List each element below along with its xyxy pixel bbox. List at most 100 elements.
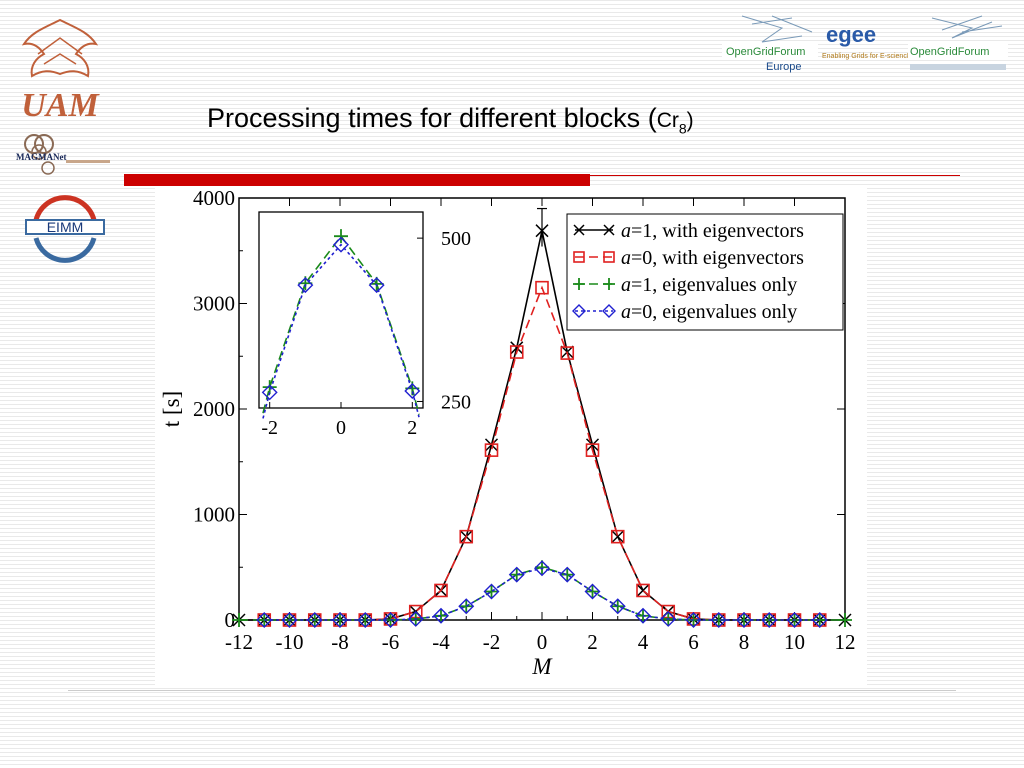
data-point-plus (603, 278, 615, 290)
y-tick-label: 0 (225, 608, 236, 632)
legend-entry-text: =0, eigenvalues only (631, 301, 797, 323)
data-point-diamond (584, 583, 601, 600)
data-point-diamond (332, 612, 348, 628)
legend-entry-variable: a (621, 247, 631, 269)
data-point-square (484, 443, 499, 457)
data-point-plus (484, 584, 499, 599)
data-point-plus (262, 380, 277, 395)
inset-series-diamond (261, 236, 421, 419)
eimm-logo-icon: EIMM (25, 195, 105, 263)
data-point-diamond (602, 304, 616, 318)
footer-divider (68, 690, 956, 691)
data-point-plus (573, 278, 585, 290)
data-point-diamond (508, 566, 525, 583)
legend-entry: a=1, with eigenvectors (621, 220, 804, 242)
data-point-diamond (433, 607, 449, 624)
legend-entry-variable: a (621, 274, 631, 296)
y-tick-label: 1000 (193, 503, 235, 527)
x-tick-label: -4 (432, 630, 450, 654)
data-point-plus (838, 613, 852, 627)
data-point-square (434, 583, 448, 598)
title-accent-line (590, 175, 960, 176)
x-tick-label: -12 (225, 630, 253, 654)
data-point-plus (232, 613, 246, 627)
ogf-right-text: OpenGridForum (910, 46, 989, 58)
magmanet-logo-icon: MAGMANet (16, 134, 110, 175)
data-point-square (585, 443, 600, 457)
data-point-diamond (407, 610, 424, 627)
x-tick-label: 2 (587, 630, 598, 654)
data-point-diamond (736, 612, 752, 628)
slide-title-chem: Cr (656, 109, 679, 132)
data-point-square (603, 251, 615, 263)
inset-plot: -2 0 2 250 500 (257, 210, 471, 439)
x-axis-label: M (531, 654, 553, 679)
data-point-diamond (357, 612, 374, 628)
data-point-diamond (786, 612, 803, 628)
uam-logo-icon: UAM (21, 18, 100, 124)
data-point-square (560, 346, 575, 360)
egee-sub-text: Enabling Grids for E-sciencE (822, 53, 912, 60)
inset-series-line (262, 243, 420, 419)
y-tick-label: 2000 (193, 397, 235, 421)
x-tick-label: 4 (638, 630, 649, 654)
egee-text: egee (826, 22, 876, 47)
x-tick-label: 10 (784, 630, 805, 654)
legend-entry-variable: a (621, 301, 631, 323)
legend-entry: a=0, with eigenvectors (621, 247, 804, 269)
legend-entry: a=1, eigenvalues only (621, 274, 797, 296)
data-point-diamond (710, 612, 727, 628)
legend-entry-text: =1, with eigenvectors (631, 220, 804, 242)
data-point-square (535, 280, 549, 295)
legend-entry-text: =0, with eigenvectors (631, 247, 804, 269)
data-point-plus (560, 567, 575, 582)
data-point-diamond (483, 583, 500, 600)
y-tick-label: 4000 (193, 186, 235, 210)
data-point-diamond (297, 277, 314, 294)
y-tick-label: 3000 (193, 292, 235, 316)
x-tick-label: 0 (537, 630, 548, 654)
data-point-diamond (559, 566, 576, 583)
data-point-cross (603, 224, 615, 236)
data-point-diamond (609, 598, 626, 615)
data-point-diamond (534, 560, 550, 577)
processing-times-chart: -12 -10 -8 -6 -4 -2 0 2 4 6 8 10 12 0 1000 2000 3000 4000… (159, 186, 856, 679)
slide-title-subscript: 8 (678, 120, 687, 137)
data-point-diamond (685, 612, 702, 628)
slide-title-text: Processing times for different blocks ( (207, 103, 657, 133)
slide-title-close: ) (686, 109, 694, 132)
data-point-diamond (306, 612, 323, 628)
data-point-plus (812, 613, 827, 627)
inset-x-tick-label: 0 (336, 417, 346, 439)
data-point-square (459, 529, 474, 544)
inset-background (257, 210, 425, 410)
inset-y-tick-label: 250 (441, 391, 471, 413)
uam-logo-text: UAM (21, 87, 100, 124)
legend-entry: a=0, eigenvalues only (621, 301, 797, 323)
data-point-diamond (281, 612, 298, 628)
data-point-cross (510, 341, 524, 355)
grid-forum-logos-icon: OpenGridForum Europe egee Enabling Grids… (722, 15, 1008, 73)
data-point-plus (459, 599, 474, 614)
data-point-diamond (660, 610, 677, 627)
magmanet-logo-text: MAGMANet (16, 152, 66, 162)
title-accent-bar (124, 174, 590, 186)
data-point-diamond (635, 607, 651, 624)
x-tick-label: -2 (483, 630, 501, 654)
data-point-diamond (572, 304, 586, 318)
x-tick-label: -10 (276, 630, 304, 654)
x-tick-label: -8 (331, 630, 349, 654)
x-tick-label: 12 (835, 630, 856, 654)
data-point-square (573, 251, 585, 263)
slide-title: Processing times for different blocks (C… (207, 103, 694, 136)
series-diamond (256, 560, 828, 628)
data-point-cross (573, 224, 585, 236)
data-point-diamond (368, 277, 385, 294)
ogf-left-text: OpenGridForum (726, 46, 805, 58)
data-point-square (509, 345, 524, 359)
data-point-diamond (458, 598, 475, 615)
data-point-diamond (261, 384, 278, 401)
data-point-diamond (404, 383, 421, 400)
data-point-plus (585, 584, 600, 599)
chart-panel: -12 -10 -8 -6 -4 -2 0 2 4 6 8 10 12 0 1000 2000 3000 4000… (155, 186, 867, 686)
